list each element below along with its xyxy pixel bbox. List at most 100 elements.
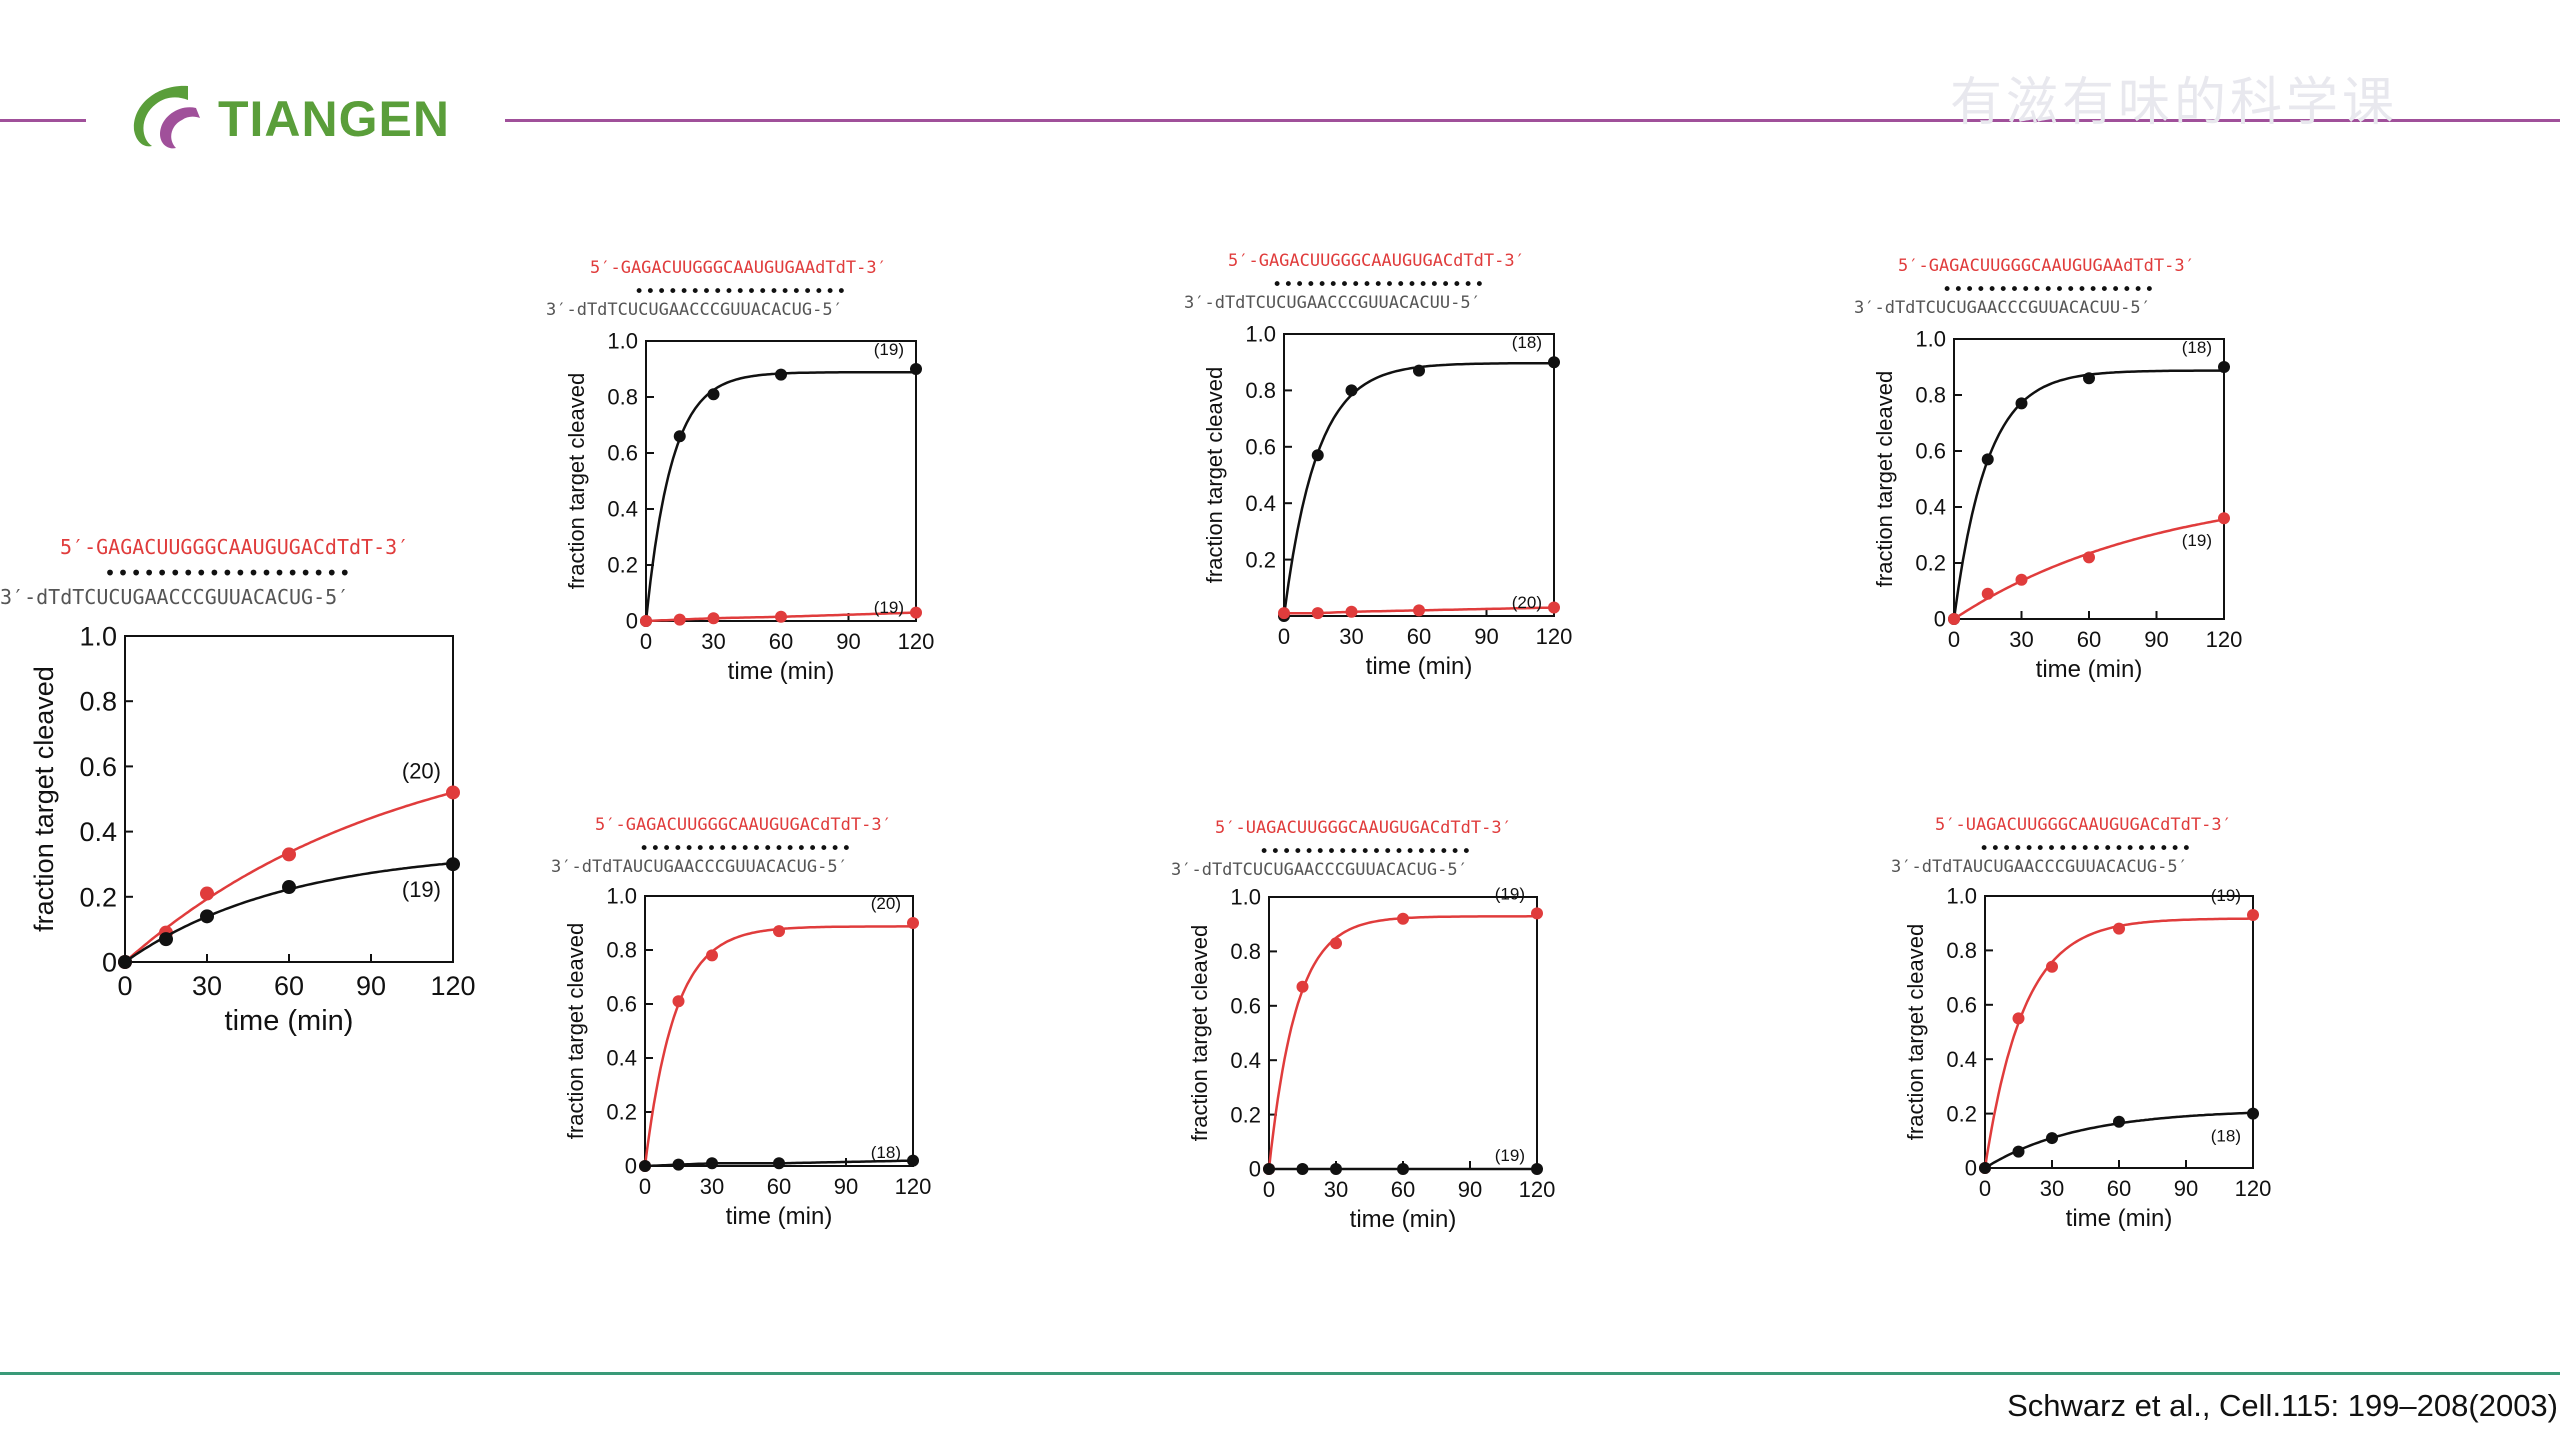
chart-3: 5′-GAGACUUGGGCAAUGUGACdTdT-3′ •••••••••••… — [1178, 248, 1572, 688]
x-tick-label: 30 — [2040, 1176, 2064, 1201]
data-point — [446, 857, 460, 872]
series-label: (19) — [2211, 886, 2241, 905]
y-tick-label: 0.4 — [79, 817, 117, 847]
x-tick-label: 0 — [1263, 1177, 1275, 1202]
base-pair-dots: ••••••••••••••••••• — [1942, 280, 2155, 300]
base-pair-dots: ••••••••••••••••••• — [634, 282, 847, 302]
series-label: (19) — [874, 340, 904, 359]
y-tick-label: 0.4 — [607, 497, 638, 522]
data-point — [2247, 909, 2259, 922]
data-point — [2015, 573, 2028, 586]
y-tick-label: 0.8 — [1245, 378, 1276, 403]
x-tick-label: 90 — [1474, 624, 1498, 649]
data-point — [1979, 1162, 1991, 1174]
data-point — [640, 615, 652, 627]
series-line — [643, 925, 913, 1167]
data-point — [1548, 601, 1560, 614]
tiangen-logo: TIANGEN — [126, 78, 486, 158]
y-tick-label: 0.6 — [1946, 993, 1977, 1018]
y-tick-label: 0.6 — [1915, 439, 1946, 464]
data-point — [706, 949, 718, 962]
watermark: 有滋有味的科学课 — [1950, 73, 2399, 133]
data-point — [2012, 1145, 2025, 1158]
x-tick-label: 0 — [117, 971, 132, 1001]
x-tick-label: 30 — [700, 1174, 724, 1199]
data-point — [2247, 1107, 2259, 1120]
data-point — [1296, 980, 1309, 993]
sequence-bottom: 3′-dTdTCUCUGAACCCGUUACACUU-5′ — [1854, 298, 2151, 318]
x-axis-label: time (min) — [2036, 656, 2143, 683]
x-tick-label: 30 — [2009, 627, 2033, 652]
x-tick-label: 120 — [2235, 1176, 2272, 1201]
data-point — [1413, 604, 1425, 617]
y-tick-label: 0.8 — [607, 385, 638, 410]
y-axis-label: fraction target cleaved — [1903, 924, 1928, 1140]
data-point — [672, 1158, 685, 1171]
data-point — [773, 1157, 785, 1170]
y-tick-label: 0 — [1249, 1157, 1261, 1182]
data-point — [2046, 1132, 2058, 1145]
data-point — [2113, 1115, 2125, 1128]
data-point — [1981, 587, 1994, 600]
data-point — [2015, 397, 2028, 410]
chart-svg: 5′-GAGACUUGGGCAAUGUGAAdTdT-3′ •••••••••••… — [546, 258, 934, 685]
y-tick-label: 1.0 — [1946, 884, 1977, 909]
x-tick-label: 60 — [769, 629, 793, 654]
y-tick-label: 0.4 — [1946, 1047, 1977, 1072]
data-point — [910, 606, 922, 619]
x-tick-label: 120 — [898, 629, 935, 654]
x-tick-label: 90 — [834, 1174, 858, 1199]
y-axis-label: fraction target cleaved — [1872, 371, 1897, 587]
data-point — [118, 955, 132, 969]
y-tick-label: 0.8 — [1230, 939, 1261, 964]
data-point — [673, 613, 686, 626]
data-point — [2113, 922, 2125, 935]
series-label: (19) — [402, 877, 441, 902]
y-axis-label: fraction target cleaved — [564, 373, 589, 589]
chart-svg: 5′-GAGACUUGGGCAAUGUGACdTdT-3′ •••••••••••… — [1184, 251, 1572, 680]
logo-swirl-icon — [133, 85, 200, 149]
series-label: (19) — [1495, 1146, 1525, 1165]
data-point — [775, 610, 787, 623]
sequence-top: 5′-GAGACUUGGGCAAUGUGACdTdT-3′ — [595, 815, 892, 835]
data-point — [159, 932, 173, 947]
x-tick-label: 60 — [1391, 1177, 1415, 1202]
x-tick-label: 90 — [2174, 1176, 2198, 1201]
data-point — [910, 363, 922, 375]
chart-svg: 5′-GAGACUUGGGCAAUGUGAAdTdT-3′ •••••••••••… — [1854, 256, 2242, 683]
x-tick-label: 60 — [274, 971, 304, 1001]
x-tick-label: 30 — [1324, 1177, 1348, 1202]
data-point — [2218, 361, 2230, 373]
series-label: (20) — [871, 894, 901, 913]
y-tick-label: 0 — [1965, 1156, 1977, 1181]
data-point — [775, 368, 787, 381]
x-tick-label: 30 — [701, 629, 725, 654]
x-axis-label: time (min) — [726, 1203, 833, 1230]
x-tick-label: 0 — [1948, 627, 1960, 652]
data-point — [2083, 372, 2095, 385]
x-tick-label: 30 — [192, 971, 222, 1001]
series-label: (18) — [2182, 338, 2212, 357]
y-tick-label: 0.8 — [1915, 383, 1946, 408]
data-point — [1296, 1163, 1309, 1175]
sequence-top: 5′-UAGACUUGGGCAAUGUGACdTdT-3′ — [1215, 818, 1512, 838]
y-tick-label: 0 — [102, 947, 117, 977]
x-axis-label: time (min) — [2066, 1205, 2173, 1232]
chart-svg: 5′-GAGACUUGGGCAAUGUGACdTdT-3′ •••••••••••… — [551, 815, 931, 1230]
chart-6: 5′-UAGACUUGGGCAAUGUGACdTdT-3′ •••••••••••… — [1165, 815, 1555, 1255]
data-point — [1311, 449, 1324, 462]
x-tick-label: 120 — [1536, 624, 1573, 649]
y-tick-label: 0.2 — [607, 553, 638, 578]
sequence-top: 5′-UAGACUUGGGCAAUGUGACdTdT-3′ — [1935, 815, 2232, 835]
data-point — [1548, 356, 1560, 369]
data-point — [1531, 1163, 1543, 1175]
data-point — [707, 388, 720, 401]
x-tick-label: 0 — [640, 629, 652, 654]
plot-frame — [1268, 896, 1538, 1170]
data-point — [446, 785, 460, 800]
data-point — [200, 909, 214, 924]
sequence-top: 5′-GAGACUUGGGCAAUGUGAAdTdT-3′ — [1898, 256, 2195, 276]
x-tick-label: 120 — [1519, 1177, 1556, 1202]
series-label: (19) — [2182, 531, 2212, 550]
data-point — [706, 1157, 718, 1170]
